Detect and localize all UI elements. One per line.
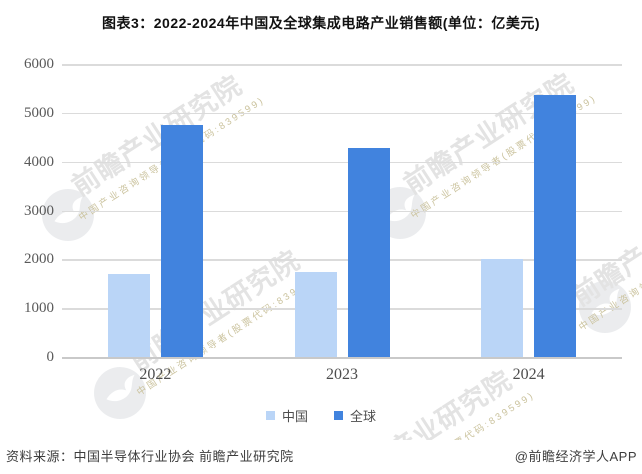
gridline-0 [62,357,622,359]
gridline-6000 [62,64,622,66]
y-tick-label-4000: 4000 [24,153,54,170]
bar-全球-2022 [160,124,203,357]
y-tick-label-2000: 2000 [24,251,54,268]
source-note: 资料来源：中国半导体行业协会 前瞻产业研究院 [6,449,294,464]
y-tick-label-5000: 5000 [24,104,54,121]
bar-全球-2023 [347,147,390,357]
bar-中国-2023 [294,272,337,357]
legend-swatch-icon [265,411,275,420]
legend-label: 中国 [281,409,308,424]
y-tick-label-1000: 1000 [24,300,54,317]
gridline-4000 [62,161,622,164]
gridline-5000 [62,112,622,115]
x-axis: 2022 2023 2024 [62,366,622,386]
y-tick-label-3000: 3000 [24,202,54,219]
legend-swatch-icon [334,411,343,420]
y-axis: 0 1000 2000 3000 4000 5000 6000 [0,56,54,365]
footer: 资料来源：中国半导体行业协会 前瞻产业研究院 @前瞻经济学人APP [0,446,642,466]
x-tick-label-2023: 2023 [326,366,358,383]
credit-note: @前瞻经济学人APP [514,449,637,464]
legend-label: 全球 [350,409,377,424]
y-tick-label-6000: 6000 [24,56,54,72]
bar-中国-2022 [107,273,150,357]
chart-title: 图表3：2022-2024年中国及全球集成电路产业销售额(单位：亿美元) [101,15,541,31]
legend-item-中国: 中国 [265,406,308,425]
gridline-2000 [62,259,622,261]
y-tick-label-0: 0 [46,349,55,365]
bar-全球-2024 [534,94,577,357]
bar-中国-2024 [481,258,524,357]
gridline-3000 [62,210,622,212]
legend: 中国 全球 [0,406,642,425]
plot-area [62,64,622,359]
x-tick-label-2022: 2022 [139,366,172,383]
x-tick-label-2024: 2024 [512,366,545,383]
gridline-1000 [62,308,622,310]
legend-item-全球: 全球 [334,406,376,425]
